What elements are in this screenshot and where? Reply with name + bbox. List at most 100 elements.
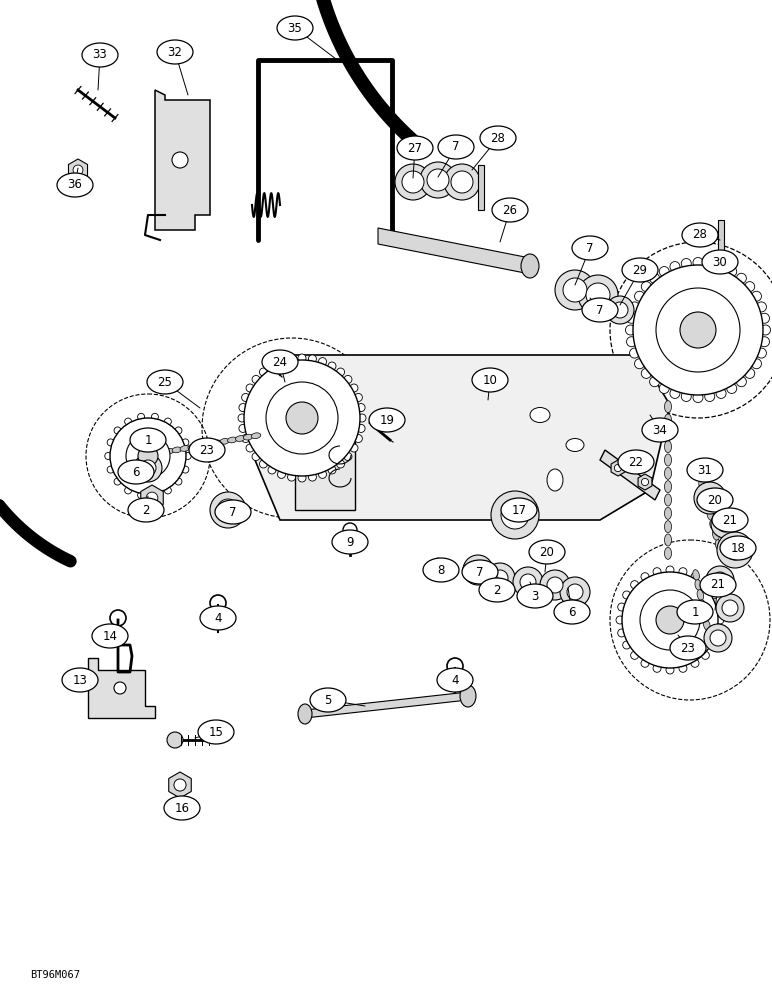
Ellipse shape [332, 530, 368, 554]
Circle shape [252, 453, 260, 461]
Text: 28: 28 [490, 131, 506, 144]
Circle shape [706, 566, 734, 594]
Circle shape [716, 388, 726, 398]
Ellipse shape [696, 470, 703, 480]
Circle shape [653, 568, 661, 576]
Ellipse shape [682, 223, 718, 247]
Polygon shape [718, 220, 724, 262]
Circle shape [501, 501, 529, 529]
Text: 15: 15 [208, 726, 223, 738]
Circle shape [244, 360, 360, 476]
Ellipse shape [215, 500, 251, 524]
Circle shape [252, 375, 260, 383]
Circle shape [716, 616, 724, 624]
Text: 29: 29 [632, 263, 648, 276]
Circle shape [259, 368, 267, 376]
Circle shape [151, 413, 158, 420]
Ellipse shape [460, 685, 476, 707]
Ellipse shape [164, 796, 200, 820]
Circle shape [239, 404, 247, 412]
Ellipse shape [665, 467, 672, 479]
Circle shape [618, 603, 625, 611]
Ellipse shape [501, 498, 537, 522]
Ellipse shape [157, 40, 193, 64]
Polygon shape [88, 658, 155, 718]
Circle shape [210, 492, 246, 528]
Circle shape [659, 383, 669, 393]
Circle shape [246, 444, 254, 452]
Polygon shape [255, 355, 670, 520]
Ellipse shape [219, 438, 229, 444]
Ellipse shape [243, 434, 253, 440]
Circle shape [175, 427, 182, 434]
Text: 24: 24 [273, 356, 287, 368]
Circle shape [567, 584, 583, 600]
Polygon shape [69, 159, 87, 181]
Ellipse shape [707, 510, 714, 520]
Circle shape [618, 629, 625, 637]
Ellipse shape [670, 636, 706, 660]
Circle shape [693, 257, 703, 267]
Circle shape [242, 435, 249, 443]
Ellipse shape [547, 469, 563, 491]
Text: 4: 4 [215, 611, 222, 624]
Ellipse shape [699, 600, 706, 610]
Circle shape [701, 651, 709, 659]
Ellipse shape [709, 520, 716, 530]
Ellipse shape [665, 441, 672, 453]
Circle shape [616, 616, 624, 624]
Ellipse shape [566, 438, 584, 452]
Circle shape [722, 600, 738, 616]
Circle shape [691, 659, 699, 667]
Ellipse shape [665, 521, 672, 533]
Circle shape [653, 664, 661, 672]
Polygon shape [169, 772, 191, 798]
Circle shape [705, 391, 715, 401]
Ellipse shape [262, 350, 298, 374]
Circle shape [710, 630, 726, 646]
Text: 5: 5 [324, 694, 332, 706]
Ellipse shape [687, 458, 723, 482]
Text: 26: 26 [503, 204, 517, 217]
Circle shape [622, 572, 718, 668]
Ellipse shape [702, 250, 738, 274]
Circle shape [354, 393, 362, 401]
Circle shape [286, 402, 318, 434]
Circle shape [337, 368, 344, 376]
Text: 35: 35 [288, 21, 303, 34]
Ellipse shape [530, 408, 550, 422]
Text: 6: 6 [132, 466, 140, 479]
Circle shape [246, 384, 254, 392]
Ellipse shape [188, 444, 198, 450]
Polygon shape [305, 692, 468, 718]
Circle shape [175, 478, 182, 485]
Ellipse shape [704, 500, 711, 510]
Ellipse shape [702, 490, 708, 500]
Circle shape [172, 152, 188, 168]
Polygon shape [611, 460, 625, 476]
Circle shape [578, 275, 618, 315]
Circle shape [114, 682, 126, 694]
Circle shape [560, 577, 590, 607]
Circle shape [259, 460, 267, 468]
Circle shape [298, 474, 306, 482]
Text: 28: 28 [692, 229, 707, 241]
Ellipse shape [582, 298, 618, 322]
Ellipse shape [92, 624, 128, 648]
Polygon shape [155, 90, 210, 230]
Ellipse shape [517, 584, 553, 608]
Ellipse shape [521, 254, 539, 278]
Text: 1: 1 [144, 434, 152, 446]
Text: 25: 25 [157, 375, 172, 388]
Ellipse shape [618, 450, 654, 474]
Ellipse shape [665, 481, 672, 493]
Ellipse shape [130, 428, 166, 452]
Circle shape [679, 568, 687, 576]
Circle shape [691, 573, 699, 581]
Circle shape [547, 577, 563, 593]
Circle shape [140, 460, 156, 476]
Circle shape [760, 313, 770, 323]
Circle shape [344, 375, 352, 383]
Ellipse shape [462, 560, 498, 584]
Circle shape [745, 282, 755, 292]
